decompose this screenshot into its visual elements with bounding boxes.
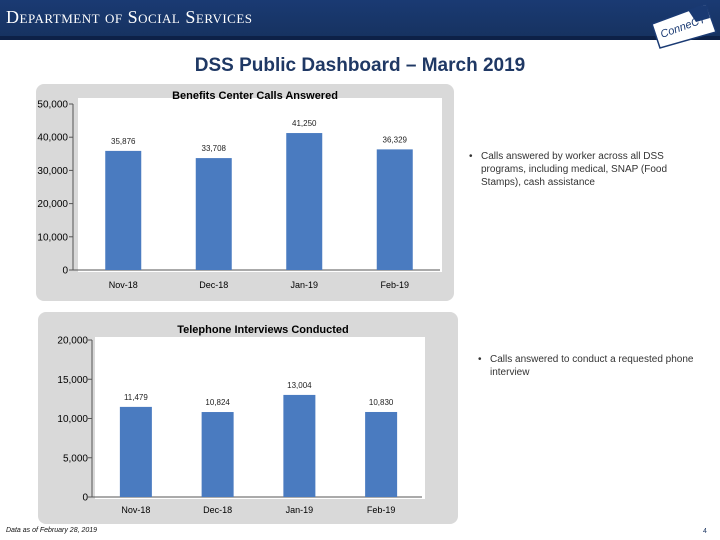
x-tick-label: Dec-18: [203, 505, 232, 515]
y-tick-label: 40,000: [37, 133, 68, 144]
data-label: 11,479: [124, 393, 148, 402]
chart-title: Benefits Center Calls Answered: [172, 90, 338, 102]
bar: [365, 411, 398, 497]
x-tick-label: Nov-18: [121, 505, 150, 515]
y-tick-label: 20,000: [57, 336, 88, 347]
chart-title: Telephone Interviews Conducted: [177, 324, 349, 336]
data-label: 13,004: [287, 381, 312, 390]
y-tick-label: 0: [62, 266, 68, 277]
bar: [195, 158, 232, 270]
department-title: Department of Social Services: [6, 7, 253, 27]
y-tick-label: 30,000: [37, 166, 68, 177]
y-tick-label: 10,000: [37, 232, 68, 243]
x-tick-label: Feb-19: [367, 505, 396, 515]
y-tick-label: 15,000: [57, 375, 88, 386]
y-tick-label: 20,000: [37, 199, 68, 210]
page-title: DSS Public Dashboard – March 2019: [194, 55, 526, 76]
x-tick-label: Feb-19: [380, 280, 409, 290]
note-bullet: •: [478, 354, 482, 365]
bar: [286, 133, 323, 270]
x-tick-label: Jan-19: [286, 505, 314, 515]
bar: [105, 150, 142, 270]
data-label: 36,329: [383, 135, 408, 144]
data-label: 35,876: [111, 137, 136, 146]
footer-date: Data as of February 28, 2019: [6, 527, 98, 534]
y-tick-label: 10,000: [57, 414, 88, 425]
header-stripe: [0, 36, 720, 40]
data-label: 10,824: [205, 398, 230, 407]
bar: [283, 394, 316, 497]
data-label: 41,250: [292, 119, 317, 128]
note-bullet: •: [469, 151, 473, 162]
note-calls-answered: • Calls answered by worker across all DS…: [469, 150, 689, 189]
x-tick-label: Jan-19: [290, 280, 318, 290]
note-text: Calls answered by worker across all DSS …: [481, 151, 668, 188]
y-tick-label: 5,000: [63, 453, 88, 464]
note-telephone-interviews: • Calls answered to conduct a requested …: [478, 353, 703, 379]
y-tick-label: 50,000: [37, 100, 68, 111]
data-label: 33,708: [202, 144, 227, 153]
bar: [201, 412, 234, 497]
bar: [376, 149, 413, 270]
data-label: 10,830: [369, 398, 394, 407]
x-tick-label: Nov-18: [109, 280, 138, 290]
note-text: Calls answered to conduct a requested ph…: [490, 354, 694, 378]
header-bar: Department of Social Services: [0, 0, 720, 40]
x-tick-label: Dec-18: [199, 280, 228, 290]
connect-logo-icon: ConneCT: [651, 3, 717, 49]
y-tick-label: 0: [82, 493, 88, 504]
page-number: 4: [703, 528, 707, 535]
bar: [119, 406, 152, 497]
